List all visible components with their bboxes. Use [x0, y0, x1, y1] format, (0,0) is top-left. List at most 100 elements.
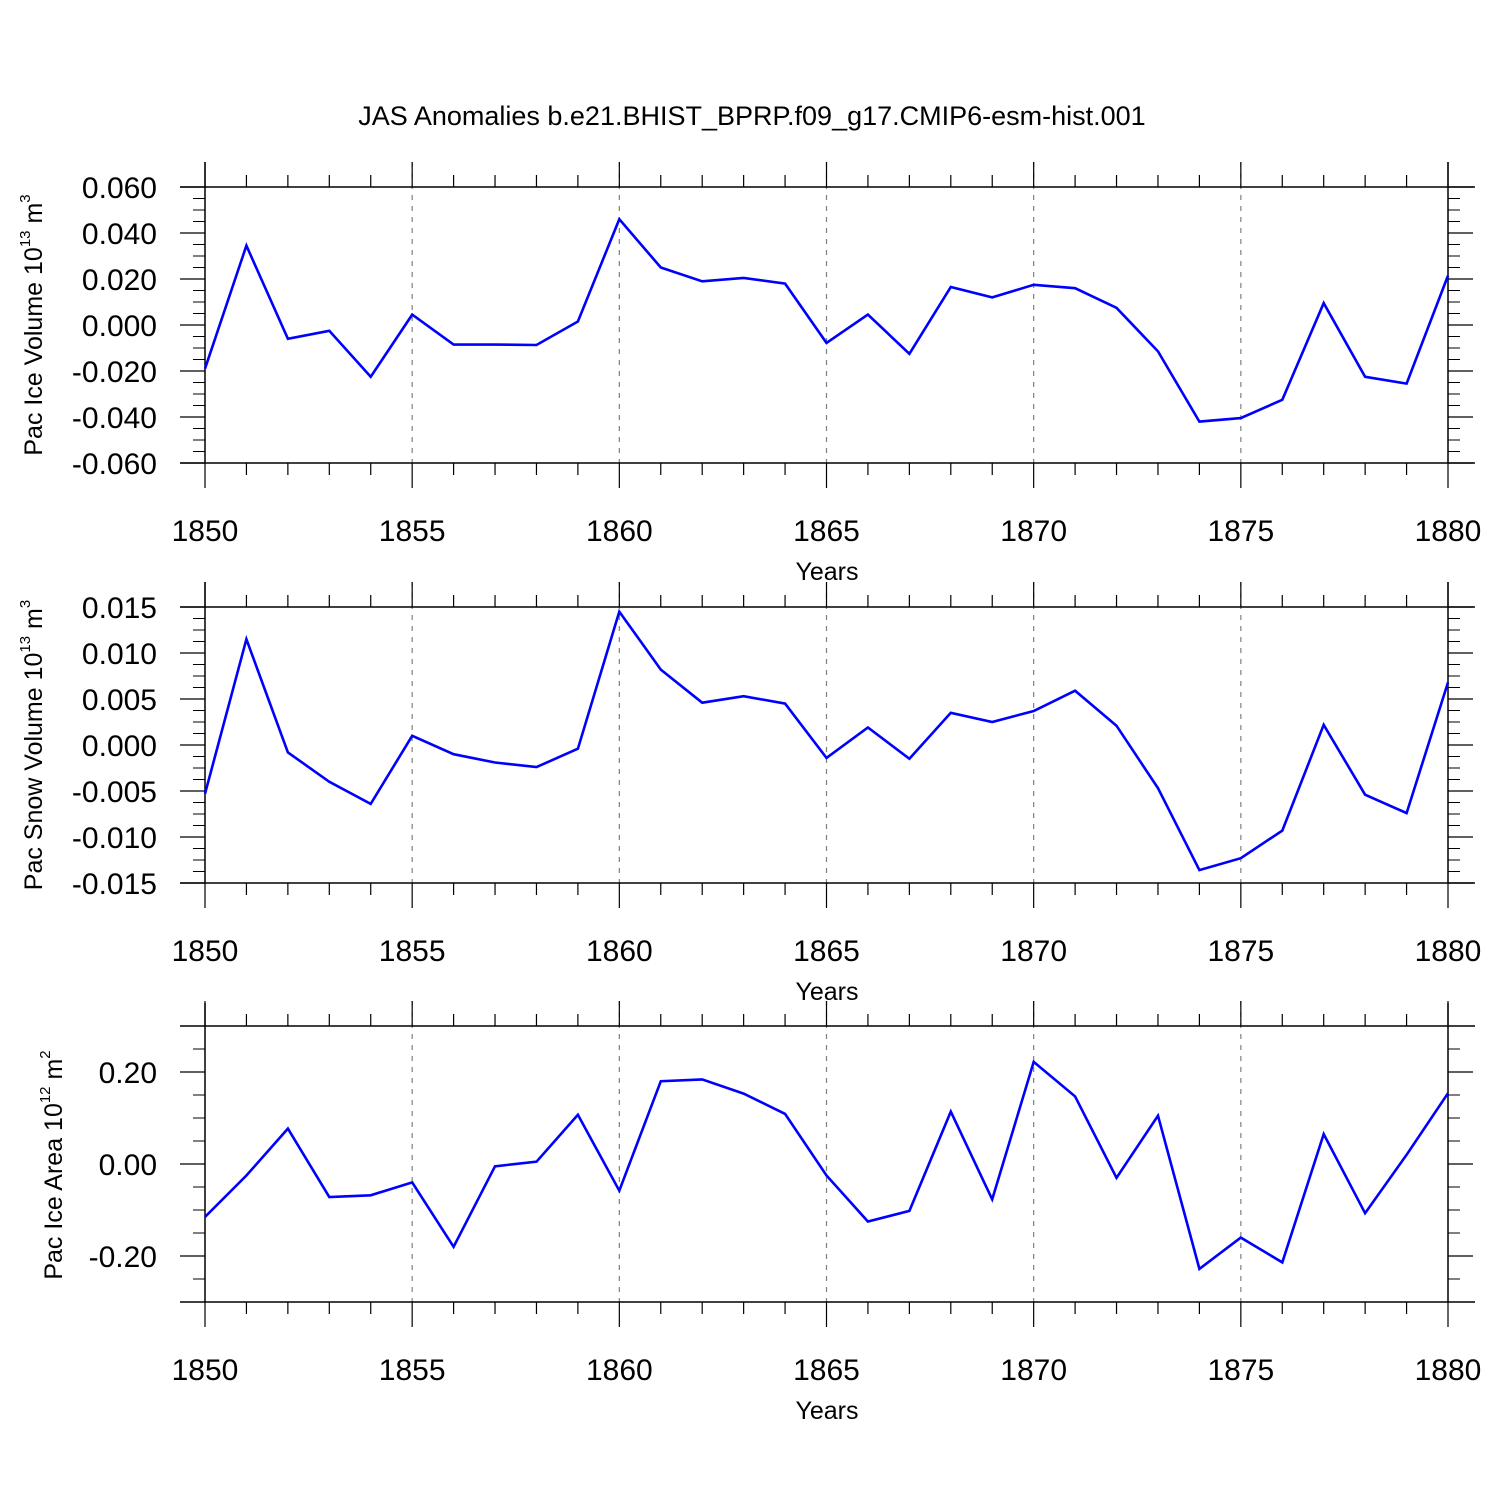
data-point: [700, 701, 704, 705]
data-point: [949, 285, 953, 289]
y-axis-title: Pac Snow Volume 1013 m3: [17, 600, 48, 890]
panel-snow-volume: 1850 1855 1860 1865 1870 1875 1880 0.015 0.010 0.…: [17, 582, 1481, 1006]
data-point: [907, 352, 911, 356]
data-point: [410, 734, 414, 738]
data-point: [1239, 416, 1243, 420]
data-point: [1073, 1094, 1077, 1098]
x-tick-label: 1855: [379, 1354, 446, 1387]
y-tick-label: -0.005: [72, 776, 157, 809]
data-point: [1446, 1091, 1450, 1095]
data-point: [410, 313, 414, 317]
data-point: [617, 217, 621, 221]
x-tick-label: 1875: [1207, 515, 1274, 548]
data-point: [1446, 680, 1450, 684]
data-point: [866, 1220, 870, 1224]
data-point: [327, 780, 331, 784]
y-tick-label: 0.00: [99, 1149, 157, 1182]
data-point: [286, 1127, 290, 1131]
data-point: [1197, 868, 1201, 872]
y-tick-label: -0.040: [72, 402, 157, 435]
x-tick-label: 1875: [1207, 935, 1274, 968]
x-tick-label: 1850: [172, 515, 239, 548]
data-point: [1156, 786, 1160, 790]
data-point: [659, 668, 663, 672]
y-axis-title-unit: m: [40, 1059, 68, 1087]
data-point: [1322, 1132, 1326, 1136]
data-point: [534, 765, 538, 769]
data-point: [866, 313, 870, 317]
series-line: [203, 608, 1450, 872]
data-point: [1115, 724, 1119, 728]
x-tick-label: 1850: [172, 935, 239, 968]
x-tick-label: 1865: [793, 1354, 860, 1387]
y-tick-label: 0.015: [82, 592, 157, 625]
data-point: [825, 1174, 829, 1178]
data-point: [203, 792, 207, 796]
y-tick-label: 0.000: [82, 310, 157, 343]
data-point: [286, 337, 290, 341]
y-tick-label: 0.040: [82, 218, 157, 251]
data-point: [244, 244, 248, 248]
y-tick-label: 0.000: [82, 730, 157, 763]
data-point: [1032, 283, 1036, 287]
data-point: [1197, 420, 1201, 424]
data-point: [700, 279, 704, 283]
data-point: [783, 282, 787, 286]
data-point: [1363, 375, 1367, 379]
data-point: [244, 1174, 248, 1178]
x-tick-label: 1855: [379, 515, 446, 548]
data-point: [286, 750, 290, 754]
y-tick-label: 0.060: [82, 172, 157, 205]
x-axis-title: Years: [795, 1397, 858, 1425]
x-tick-label: 1850: [172, 1354, 239, 1387]
data-point: [1280, 829, 1284, 833]
data-point: [907, 757, 911, 761]
panel-ice-area: 1850 1855 1860 1865 1870 1875 1880 0.20 0.00 -0.2…: [37, 1001, 1481, 1425]
data-point: [949, 1110, 953, 1114]
chart-title: JAS Anomalies b.e21.BHIST_BPRP.f09_g17.C…: [358, 101, 1145, 131]
data-point: [1280, 398, 1284, 402]
x-tick-label: 1870: [1000, 515, 1067, 548]
y-axis-title-exponent: 13: [17, 230, 34, 247]
series-line: [203, 216, 1450, 423]
data-point: [1363, 793, 1367, 797]
x-tick-label: 1860: [586, 515, 653, 548]
data-point: [700, 1077, 704, 1081]
data-point: [1363, 1211, 1367, 1215]
y-tick-label: 0.005: [82, 684, 157, 717]
y-axis-title-unit-exponent: 2: [37, 1050, 54, 1058]
x-tick-label: 1860: [586, 1354, 653, 1387]
data-point: [990, 720, 994, 724]
y-axis-title-text: Pac Ice Volume 10: [20, 247, 48, 455]
y-tick-label: -0.015: [72, 868, 157, 901]
x-tick-label: 1880: [1415, 1354, 1482, 1387]
y-axis-title: Pac Ice Area 1012 m2: [37, 1050, 68, 1279]
data-point: [203, 367, 207, 371]
y-axis-title: Pac Ice Volume 1013 m3: [17, 194, 48, 455]
data-point: [825, 756, 829, 760]
data-point: [742, 694, 746, 698]
y-axis-title-exponent: 12: [37, 1086, 54, 1103]
data-point: [742, 1092, 746, 1096]
data-point: [452, 1245, 456, 1249]
y-tick-label: 0.010: [82, 638, 157, 671]
data-point: [1156, 349, 1160, 353]
data-point: [1405, 811, 1409, 815]
data-point: [1322, 723, 1326, 727]
data-point: [1239, 1236, 1243, 1240]
data-point: [617, 1189, 621, 1193]
y-tick-label: -0.020: [72, 356, 157, 389]
data-point: [327, 1195, 331, 1199]
data-point: [659, 266, 663, 270]
data-point: [659, 1079, 663, 1083]
y-tick-label: -0.010: [72, 822, 157, 855]
x-tick-label: 1865: [793, 515, 860, 548]
data-point: [825, 341, 829, 345]
y-axis-title-text: Pac Ice Area 10: [40, 1103, 68, 1280]
data-point: [990, 295, 994, 299]
data-point: [534, 343, 538, 347]
data-point: [783, 702, 787, 706]
data-point: [369, 802, 373, 806]
x-tick-label: 1880: [1415, 515, 1482, 548]
